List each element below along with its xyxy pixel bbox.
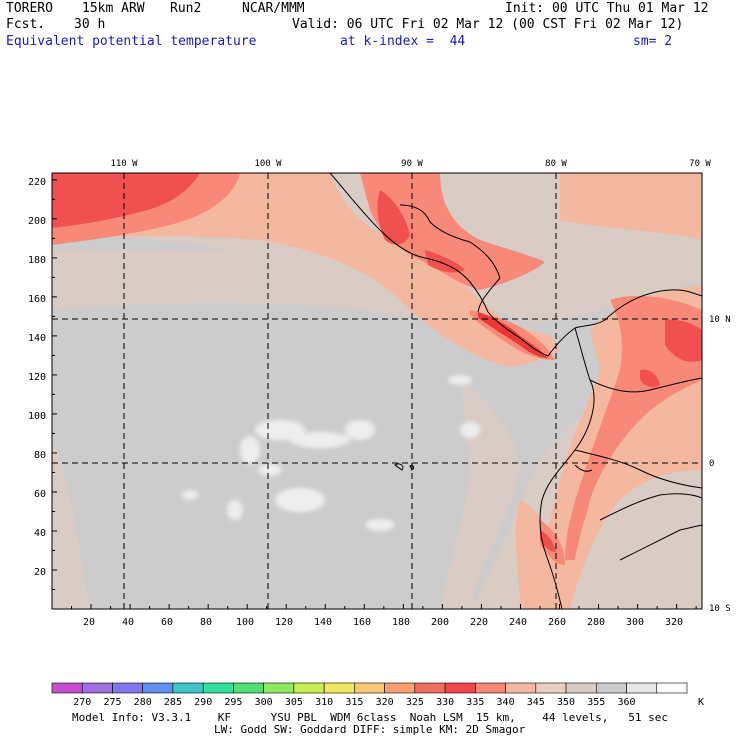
physics-info: LW: Godd SW: Goddard DIFF: simple KM: 2D… [214,723,526,736]
lon-label-100w: 100 W [254,159,282,169]
x-tick-60: 60 [161,617,173,628]
valid-time: Valid: 06 UTC Fri 02 Mar 12 (00 CST Fri … [292,17,684,32]
x-tick-20: 20 [83,617,95,628]
plot-frame [51,172,703,610]
colorbar [51,682,688,694]
colorbar-label: 305 [285,697,303,708]
x-tick-240: 240 [509,617,527,628]
x-tick-320: 320 [665,617,683,628]
colorbar-label: 355 [587,697,605,708]
lat-label-10n: 10 N [709,315,731,325]
colorbar-swatch [505,682,537,694]
colorbar-swatch [595,682,627,694]
x-tick-260: 260 [548,617,566,628]
colorbar-swatch [263,682,295,694]
colorbar-swatch [475,682,506,694]
colorbar-label: 280 [134,697,152,708]
x-tick-200: 200 [431,617,449,628]
colorbar-swatch [354,682,385,694]
colorbar-swatch [142,682,174,694]
colorbar-label: 295 [224,697,242,708]
x-tick-140: 140 [314,617,332,628]
colorbar-label: 270 [73,697,91,708]
colorbar-label: 340 [497,697,515,708]
lat-label-0: 0 [709,459,714,469]
colorbar-swatch [233,682,264,694]
forecast-label: Fcst. [6,17,46,32]
y-tick-40: 40 [34,528,46,539]
forecast-hours: 30 h [74,17,106,32]
colorbar-label: 290 [194,697,212,708]
lon-label-110w: 110 W [110,159,138,169]
smoothing-label: sm= 2 [633,34,673,49]
colorbar-label: 275 [103,697,121,708]
colorbar-label: 330 [436,697,454,708]
x-tick-100: 100 [236,617,254,628]
colorbar-label: 300 [255,697,273,708]
colorbar-swatch [656,682,688,694]
colorbar-label: 325 [406,697,424,708]
init-time: Init: 00 UTC Thu 01 Mar 12 [505,1,709,16]
model-name: TORERO [6,1,53,16]
theta-e-field [52,173,702,609]
y-tick-200: 200 [28,216,46,227]
model-resolution: 15km ARW [82,1,145,16]
y-tick-80: 80 [34,450,46,461]
organization: NCAR/MMM [242,1,305,16]
run-label: Run2 [170,1,202,16]
colorbar-label: 320 [376,697,394,708]
colorbar-swatch [202,682,234,694]
colorbar-swatch [626,682,658,694]
x-tick-160: 160 [353,617,371,628]
colorbar-swatch [323,682,355,694]
x-tick-80: 80 [200,617,212,628]
y-tick-60: 60 [34,489,46,500]
colorbar-swatch [293,682,325,694]
axis-ticks [52,179,697,609]
lon-label-90w: 90 W [401,159,423,169]
colorbar-swatch [535,682,567,694]
graticule [52,173,702,609]
colorbar-swatch [444,682,476,694]
x-tick-280: 280 [587,617,605,628]
colorbar-label: 310 [315,697,333,708]
x-tick-120: 120 [275,617,293,628]
y-tick-100: 100 [28,411,46,422]
y-tick-180: 180 [28,255,46,266]
y-tick-20: 20 [34,567,46,578]
x-tick-180: 180 [392,617,410,628]
x-tick-300: 300 [626,617,644,628]
colorbar-swatch [81,682,113,694]
colorbar-swatch [172,682,204,694]
colorbar-label: 335 [466,697,484,708]
y-tick-160: 160 [28,294,46,305]
x-tick-40: 40 [122,617,134,628]
colorbar-swatch [51,682,83,694]
field-title: Equivalent potential temperature [6,34,257,49]
colorbar-swatch [384,682,416,694]
colorbar-swatch [112,682,144,694]
colorbar-unit: K [698,697,704,708]
colorbar-label: 360 [617,697,635,708]
lat-label-10s: 10 S [709,604,731,614]
colorbar-label: 285 [164,697,182,708]
model-info: Model Info: V3.3.1 KF YSU PBL WDM 6class… [72,711,669,724]
y-tick-220: 220 [28,177,46,188]
y-tick-140: 140 [28,333,46,344]
colorbar-labels: 270 275 280 285 290 295 300 305 310 315 320 325 330 3… [73,697,635,708]
colorbar-label: 315 [345,697,363,708]
colorbar-swatch [414,682,446,694]
lon-label-70w: 70 W [689,159,711,169]
colorbar-label: 345 [527,697,545,708]
level-label: at k-index = 44 [340,34,466,49]
x-tick-220: 220 [470,617,488,628]
lon-label-80w: 80 W [545,159,567,169]
y-tick-120: 120 [28,372,46,383]
colorbar-swatch [565,682,597,694]
colorbar-label: 350 [557,697,575,708]
